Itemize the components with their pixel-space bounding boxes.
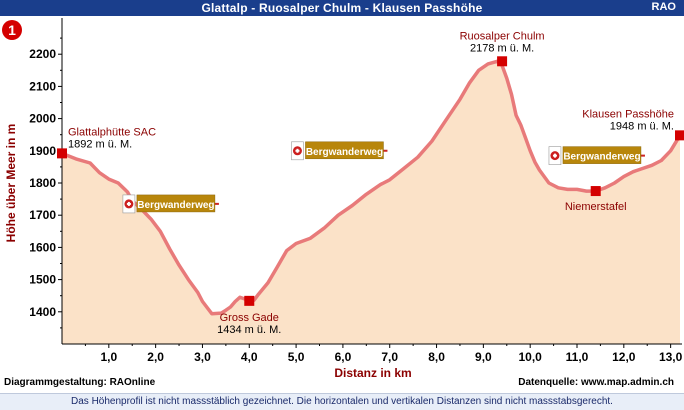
waypoint-marker: [57, 148, 67, 159]
profile-area: [62, 61, 680, 345]
waypoint-name: Niemerstafel: [565, 201, 627, 213]
x-tick-label: 10,0: [519, 350, 543, 364]
waypoint-elevation: 1434 m ü. M.: [217, 324, 281, 336]
waypoint-marker: [590, 186, 601, 197]
swiss-cross-bar: [553, 153, 556, 158]
y-tick-label: 1600: [29, 240, 56, 254]
waypoint-elevation: 1892 m ü. M.: [68, 138, 132, 150]
y-axis-label: Höhe über Meer in m: [4, 124, 18, 243]
waypoint-name: Glattalphütte SAC: [68, 126, 156, 138]
waypoint-marker: [497, 56, 508, 67]
trail-sign-label: Bergwanderweg: [306, 147, 383, 158]
waypoint-marker: [675, 130, 684, 141]
swiss-cross-bar: [127, 201, 130, 206]
y-tick-label: 1500: [29, 273, 56, 287]
waypoint-elevation: 2178 m ü. M.: [470, 42, 534, 54]
x-axis-label: Distanz in km: [334, 366, 411, 377]
waypoint-elevation: 1948 m ü. M.: [610, 120, 674, 132]
brand-label: RAO: [651, 1, 676, 13]
x-tick-label: 7,0: [381, 350, 398, 364]
y-tick-label: 2100: [29, 79, 56, 93]
route-badge-number: 1: [8, 22, 16, 38]
trail-sign-label: Bergwanderweg: [563, 152, 640, 163]
waypoint-marker: [244, 295, 255, 306]
data-source-credit: Datenquelle: www.map.admin.ch: [518, 377, 674, 388]
chart-title: Glattalp - Ruosalper Chulm - Klausen Pas…: [201, 1, 483, 15]
x-tick-label: 12,0: [612, 350, 636, 364]
x-tick-label: 6,0: [335, 350, 352, 364]
trail-sign-label: Bergwanderweg: [137, 200, 214, 211]
y-tick-label: 1900: [29, 144, 56, 158]
trail-sign-board: [562, 146, 642, 164]
x-tick-label: 5,0: [288, 350, 305, 364]
x-tick-label: 13,0: [659, 350, 683, 364]
design-credit: Diagrammgestaltung: RAOnline: [4, 377, 156, 388]
y-tick-label: 2000: [29, 112, 56, 126]
y-tick-label: 2200: [29, 47, 56, 61]
x-tick-label: 4,0: [241, 350, 258, 364]
y-tick-label: 1800: [29, 176, 56, 190]
y-tick-label: 1400: [29, 305, 56, 319]
x-tick-label: 3,0: [194, 350, 211, 364]
trail-sign-board: [136, 194, 216, 213]
title-bar: [0, 0, 684, 16]
route-badge: [2, 20, 22, 40]
swiss-cross-bar: [296, 148, 299, 153]
x-tick-label: 2,0: [147, 350, 164, 364]
waypoint-name: Klausen Passhöhe: [582, 108, 674, 120]
profile-line: [60, 59, 682, 316]
scale-disclaimer: Das Höhenprofil ist nicht massstäblich g…: [0, 393, 684, 410]
waypoint-name: Gross Gade: [220, 312, 279, 324]
x-tick-label: 8,0: [428, 350, 445, 364]
y-tick-label: 1700: [29, 208, 56, 222]
x-tick-label: 1,0: [100, 350, 117, 364]
trail-sign-board: [305, 141, 384, 160]
waypoint-name: Ruosalper Chulm: [460, 30, 545, 42]
x-tick-label: 11,0: [566, 350, 589, 364]
elevation-profile-chart: 1400 1500 1600 1700 1800 1900 2000 2100 2200 1,0 2…: [2, 18, 684, 377]
x-tick-label: 9,0: [475, 350, 492, 364]
